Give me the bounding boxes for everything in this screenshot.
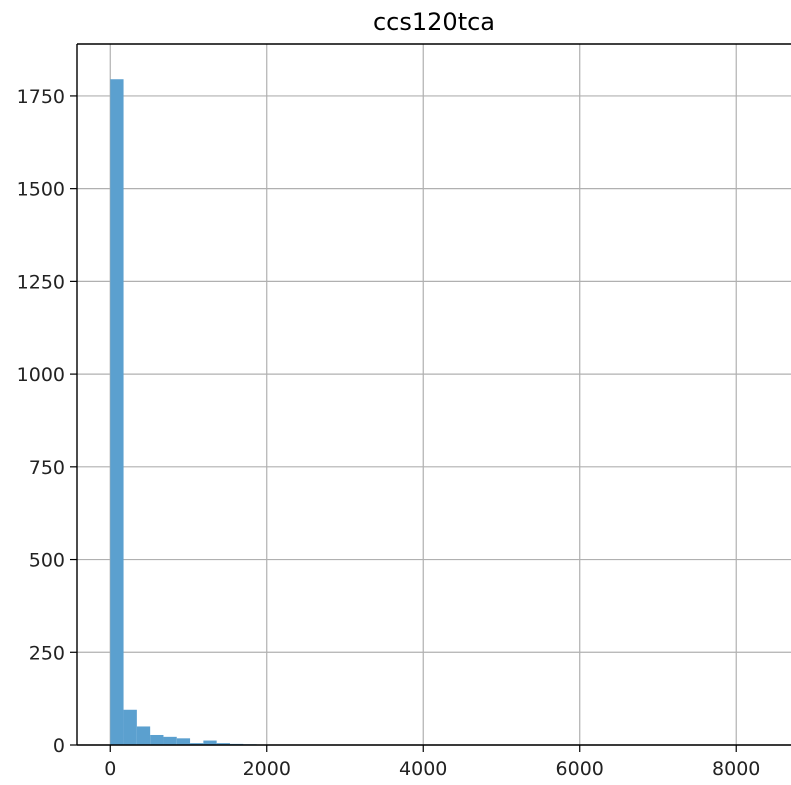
chart-title: ccs120tca — [373, 8, 495, 36]
x-tick-label: 8000 — [712, 758, 760, 780]
y-tick-label: 1500 — [17, 179, 65, 201]
y-tick-label: 1000 — [17, 364, 65, 386]
histogram-bar — [177, 738, 190, 745]
x-tick-label: 4000 — [399, 758, 447, 780]
histogram-bar — [150, 735, 163, 745]
y-tick-label: 1750 — [17, 86, 65, 108]
histogram-bar — [110, 79, 123, 745]
x-tick-label: 6000 — [556, 758, 604, 780]
y-tick-label: 500 — [29, 550, 65, 572]
y-tick-label: 750 — [29, 457, 65, 479]
histogram-bars — [110, 79, 775, 745]
histogram-bar — [163, 737, 176, 745]
y-tick-label: 1250 — [17, 271, 65, 293]
x-tick-label: 0 — [104, 758, 116, 780]
grid-lines — [77, 44, 791, 745]
x-tick-label: 2000 — [243, 758, 291, 780]
histogram-bar — [137, 726, 150, 745]
y-tick-label: 250 — [29, 642, 65, 664]
histogram-bar — [124, 710, 137, 745]
y-tick-label: 0 — [53, 735, 65, 757]
tick-labels: 0 2000 4000 6000 8000 0 250 500 750 1000 1250 1500 1… — [17, 86, 761, 780]
axes — [70, 44, 791, 752]
